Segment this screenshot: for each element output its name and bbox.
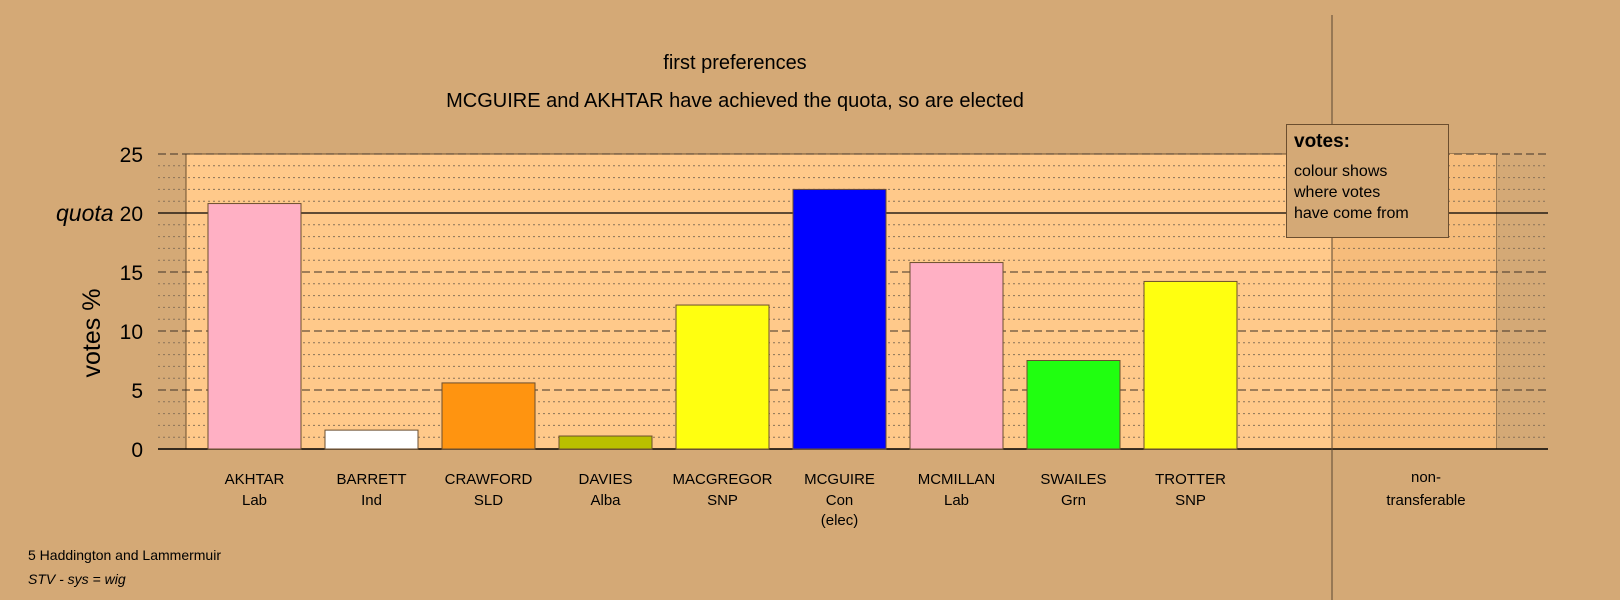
legend-text: colour shows where votes have come from <box>1294 163 1409 222</box>
non-transferable-label-1: non- <box>1411 469 1441 486</box>
bar-trotter <box>1143 280 1238 450</box>
y-tick-label: 15 <box>120 262 143 285</box>
y-axis-label: votes % <box>78 289 106 378</box>
party-label: SLD <box>474 492 503 509</box>
axis-labels: AKHTAR Lab BARRETT Ind CRAWFORD SLD DAVIES Alba… <box>56 15 1466 600</box>
y-tick-label: 25 <box>120 144 143 167</box>
candidate-name-label: MCGUIRE <box>804 471 875 488</box>
bar-macgregor <box>675 304 770 450</box>
candidate-name-label: DAVIES <box>579 471 633 488</box>
footer-system: STV - sys = wig <box>28 571 126 587</box>
party-label: Grn <box>1061 492 1086 509</box>
party-label: SNP <box>707 492 738 509</box>
candidate-name-label: MACGREGOR <box>672 471 772 488</box>
bar-mcmillan <box>909 262 1004 450</box>
bars <box>207 188 1238 450</box>
candidate-name-label: TROTTER <box>1155 471 1226 488</box>
bar-akhtar <box>207 203 302 450</box>
y-tick-label: 20 <box>120 203 143 226</box>
y-tick-label: 5 <box>131 380 143 403</box>
legend-title: votes: <box>1294 131 1350 152</box>
non-transferable-label-2: transferable <box>1386 492 1465 509</box>
bar-swailes <box>1026 360 1121 450</box>
bar-mcguire <box>792 188 887 450</box>
chart-subtitle: MCGUIRE and AKHTAR have achieved the quo… <box>446 90 1024 112</box>
party-label: Ind <box>361 492 382 509</box>
candidate-name-label: SWAILES <box>1040 471 1106 488</box>
party-label: Lab <box>242 492 267 509</box>
elected-note-label: (elec) <box>821 512 859 529</box>
quota-label: quota <box>56 200 114 226</box>
candidate-name-label: MCMILLAN <box>918 471 996 488</box>
party-label: Con <box>826 492 854 509</box>
bar-davies <box>558 435 653 450</box>
bar-crawford <box>441 382 536 450</box>
party-label: SNP <box>1175 492 1206 509</box>
y-tick-label: 0 <box>131 439 143 462</box>
y-tick-label: 10 <box>120 321 143 344</box>
candidate-name-label: CRAWFORD <box>445 471 533 488</box>
candidate-name-label: AKHTAR <box>225 471 285 488</box>
bar-barrett <box>324 429 419 450</box>
footer-constituency: 5 Haddington and Lammermuir <box>28 547 221 563</box>
party-label: Lab <box>944 492 969 509</box>
chart-title: first preferences <box>663 52 807 74</box>
candidate-name-label: BARRETT <box>336 471 406 488</box>
legend-box: votes: colour shows where votes have com… <box>1286 124 1449 238</box>
party-label: Alba <box>590 492 621 509</box>
